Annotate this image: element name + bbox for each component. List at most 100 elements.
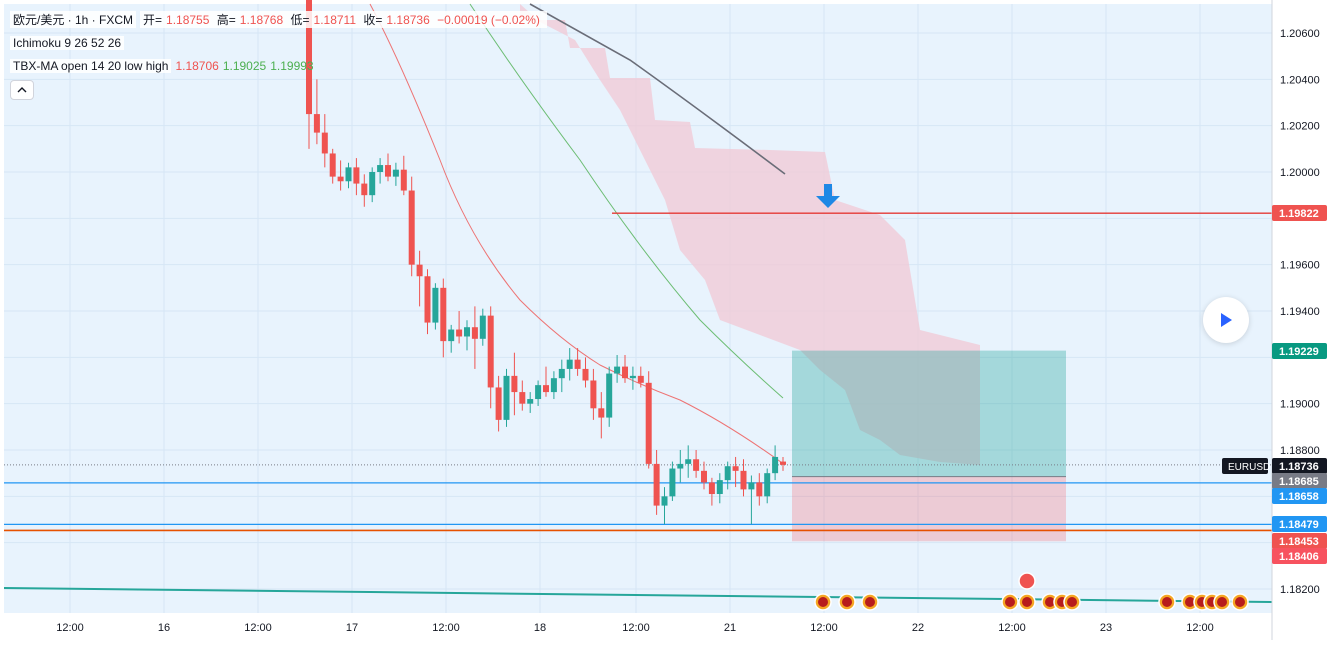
event-flag-dot bbox=[1162, 597, 1172, 607]
candle-body bbox=[424, 276, 431, 323]
time-tick: 17 bbox=[346, 622, 358, 634]
price-tick: 1.19600 bbox=[1280, 260, 1320, 272]
candle-body bbox=[432, 287, 439, 323]
price-tag-label: 1.19822 bbox=[1279, 208, 1319, 220]
candle-body bbox=[440, 287, 447, 342]
candle-body bbox=[535, 385, 542, 400]
candle-body bbox=[527, 399, 534, 404]
time-tick: 12:00 bbox=[244, 622, 272, 634]
ohlc-values: 开= 1.18755 高= 1.18768 低= 1.18711 收= 1.18736 … bbox=[140, 11, 547, 28]
symbol-tag-label: EURUSD bbox=[1228, 462, 1270, 473]
low-value: 1.18711 bbox=[313, 13, 357, 27]
price-tick: 1.20600 bbox=[1280, 28, 1320, 40]
price-tag-bg[interactable] bbox=[1272, 458, 1327, 474]
candle-body bbox=[558, 368, 565, 379]
tbx-value-1: 1.18706 bbox=[175, 58, 219, 73]
symbol-title[interactable]: 欧元/美元 · 1h · FXCM bbox=[10, 11, 137, 28]
candle-body bbox=[780, 461, 786, 465]
target-zone[interactable] bbox=[792, 350, 1066, 477]
candle-body bbox=[392, 169, 399, 177]
candle-body bbox=[313, 114, 320, 133]
candle-body bbox=[748, 482, 755, 490]
collapse-legend-button[interactable] bbox=[10, 80, 34, 100]
ichimoku-label[interactable]: Ichimoku 9 26 52 26 bbox=[10, 35, 125, 50]
candle-body bbox=[772, 456, 779, 474]
candle-body bbox=[456, 329, 463, 337]
price-tag-bg[interactable] bbox=[1272, 473, 1327, 489]
candle-body bbox=[661, 496, 668, 506]
play-icon bbox=[1221, 313, 1232, 327]
event-flag-dot bbox=[842, 597, 852, 607]
candle-body bbox=[756, 482, 763, 497]
price-tag-label: 1.19229 bbox=[1279, 346, 1319, 358]
stop-zone[interactable] bbox=[792, 476, 1066, 542]
high-label: 高= bbox=[216, 13, 236, 27]
candle-body bbox=[416, 264, 423, 277]
price-tag-label: 1.18453 bbox=[1279, 536, 1319, 548]
candle-body bbox=[550, 378, 557, 393]
price-tag-bg[interactable] bbox=[1272, 548, 1327, 564]
candle-body bbox=[487, 315, 494, 388]
candle-body bbox=[732, 466, 739, 471]
ichimoku-row[interactable]: Ichimoku 9 26 52 26 bbox=[10, 31, 551, 54]
ma-low-line bbox=[469, 3, 784, 399]
time-tick: 21 bbox=[724, 622, 736, 634]
price-tag-bg[interactable] bbox=[1272, 343, 1327, 359]
symbol-row[interactable]: 欧元/美元 · 1h · FXCM 开= 1.18755 高= 1.18768 低=… bbox=[10, 8, 551, 31]
time-tick: 12:00 bbox=[998, 622, 1026, 634]
change-value: −0.00019 (−0.02%) bbox=[437, 13, 540, 27]
tbx-label[interactable]: TBX-MA open 14 20 low high bbox=[10, 58, 172, 73]
event-flag-icon[interactable] bbox=[1018, 572, 1036, 590]
candle-body bbox=[637, 375, 644, 383]
time-tick: 12:00 bbox=[1186, 622, 1214, 634]
candle-body bbox=[471, 327, 478, 339]
candle-body bbox=[653, 463, 660, 506]
symbol-tag-bg bbox=[1222, 458, 1268, 474]
play-button[interactable] bbox=[1203, 297, 1249, 343]
time-axis[interactable]: 12:00 16 12:00 17 12:00 18 12:00 21 12:00 22 12:00… bbox=[56, 622, 1214, 634]
candle-body bbox=[582, 368, 589, 381]
candle-body bbox=[408, 190, 415, 265]
event-flag-dot bbox=[1185, 597, 1195, 607]
price-tick: 1.19000 bbox=[1280, 399, 1320, 411]
price-tag-bg[interactable] bbox=[1272, 205, 1327, 221]
price-tick: 1.19400 bbox=[1280, 306, 1320, 318]
price-tag-label: 1.18736 bbox=[1279, 461, 1319, 473]
candle-body bbox=[329, 153, 336, 177]
event-flag-dot bbox=[1235, 597, 1245, 607]
ma-high-line bbox=[529, 3, 786, 175]
arrow-shape[interactable] bbox=[816, 184, 840, 208]
candle-body bbox=[708, 482, 715, 495]
chart-legend: 欧元/美元 · 1h · FXCM 开= 1.18755 高= 1.18768 低=… bbox=[10, 8, 551, 100]
price-tag-label: 1.18479 bbox=[1279, 519, 1319, 531]
candle-body bbox=[566, 359, 573, 369]
candle-body bbox=[740, 470, 747, 490]
time-tick: 12:00 bbox=[810, 622, 838, 634]
event-flag-dot bbox=[865, 597, 875, 607]
event-flag-dot bbox=[1045, 597, 1055, 607]
open-value: 1.18755 bbox=[166, 13, 210, 27]
candle-body bbox=[519, 392, 526, 404]
price-tag-bg[interactable] bbox=[1272, 516, 1327, 532]
price-axis[interactable]: 1.20600 1.20400 1.20200 1.20000 1.19600 1.194… bbox=[1222, 28, 1327, 596]
long-position-tool[interactable] bbox=[792, 350, 1066, 542]
candle-body bbox=[645, 382, 652, 464]
open-label: 开= bbox=[143, 13, 163, 27]
time-axis-bg[interactable] bbox=[0, 613, 1272, 640]
price-tag-bg[interactable] bbox=[1272, 488, 1327, 504]
tbx-row[interactable]: TBX-MA open 14 20 low high 1.18706 1.190… bbox=[10, 54, 551, 77]
event-flag-dot bbox=[818, 597, 828, 607]
down-arrow-icon[interactable] bbox=[816, 184, 840, 208]
candle-body bbox=[479, 315, 486, 339]
candle-body bbox=[598, 408, 605, 418]
economic-events[interactable] bbox=[814, 572, 1249, 611]
candle-body bbox=[590, 380, 597, 409]
candle-body bbox=[724, 466, 731, 481]
price-tag-bg[interactable] bbox=[1272, 533, 1327, 549]
price-tag-label: 1.18658 bbox=[1279, 491, 1319, 503]
candle-body bbox=[377, 165, 384, 172]
candle-body bbox=[622, 366, 628, 379]
candle-body bbox=[511, 375, 518, 393]
